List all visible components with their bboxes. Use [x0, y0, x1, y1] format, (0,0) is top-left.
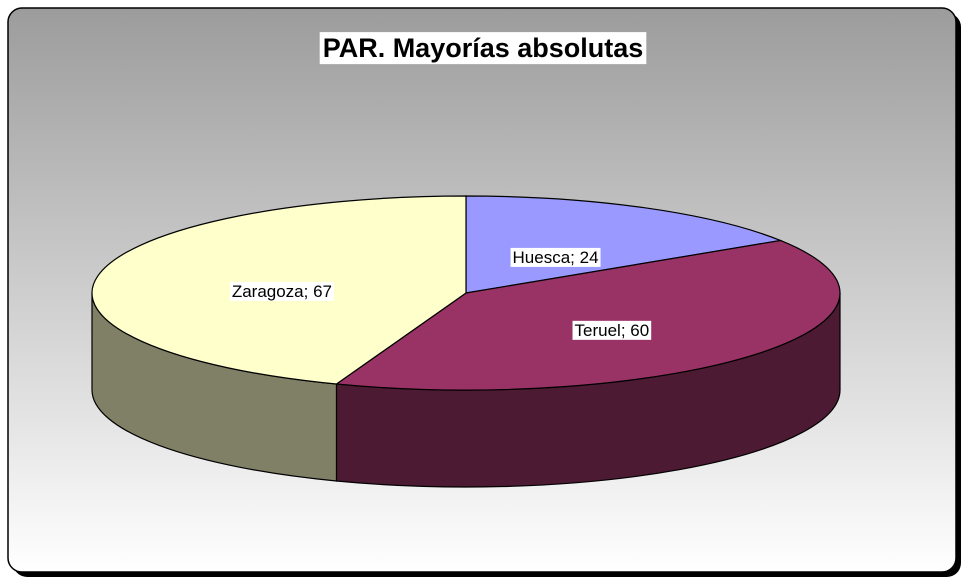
data-label-background [510, 247, 601, 267]
data-label: Huesca; 24 [513, 248, 599, 267]
chart-title: PAR. Mayorías absolutas [323, 33, 644, 63]
data-label-background [229, 281, 335, 301]
data-label: Teruel; 60 [575, 321, 650, 340]
slice [465, 195, 783, 294]
slice [334, 239, 841, 391]
title-background [319, 32, 647, 65]
data-label-background [572, 320, 652, 340]
data-label: Zaragoza; 67 [232, 282, 332, 301]
plot: Huesca; 24 Teruel; 60 Zaragoza; 67 [91, 195, 841, 488]
